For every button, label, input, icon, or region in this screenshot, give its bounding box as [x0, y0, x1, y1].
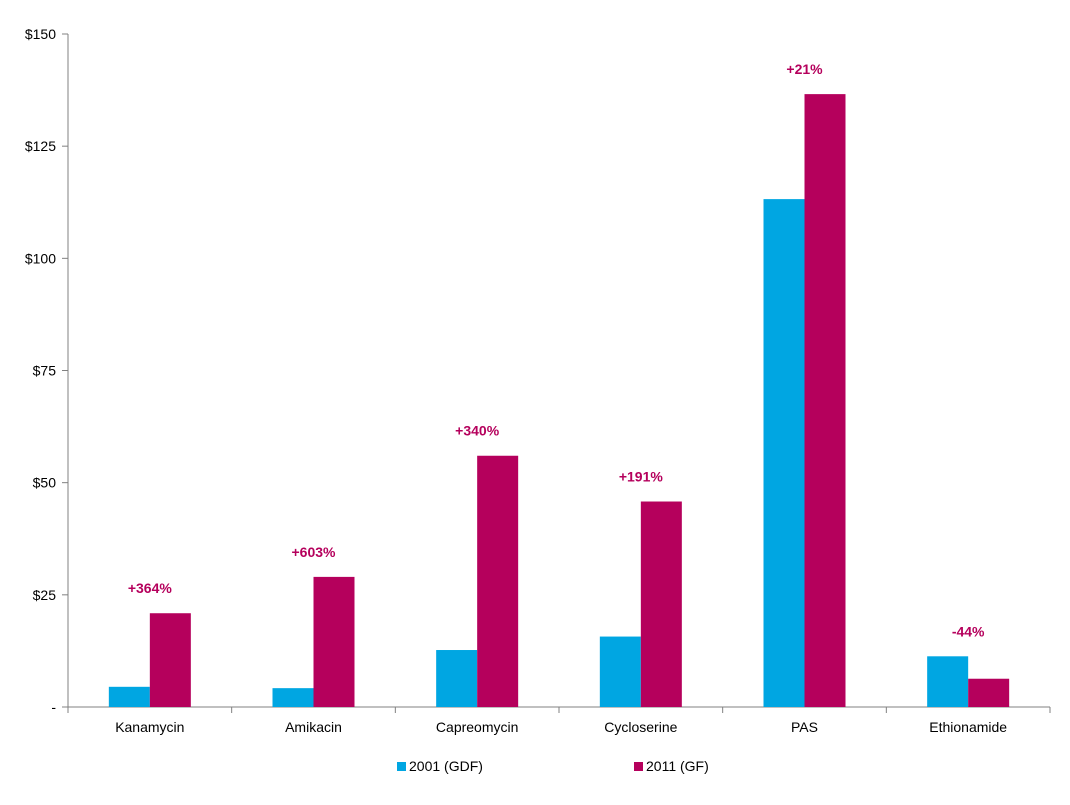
category-label: Kanamycin: [115, 719, 184, 735]
bar-2011-cycloserine: [640, 501, 682, 707]
category-label: Ethionamide: [929, 719, 1007, 735]
bar-2011-kanamycin: [149, 613, 191, 707]
labels: Kanamycin +364% Amikacin +603% Capreomycin +3…: [115, 61, 1007, 735]
bar-2001-pas: [763, 199, 805, 708]
bar-2001-ethionamide: [927, 656, 969, 707]
bar-2011-amikacin: [313, 576, 355, 707]
bar-2001-kanamycin: [108, 686, 150, 707]
category-label: Amikacin: [285, 719, 342, 735]
bar-2001-amikacin: [272, 688, 314, 707]
y-tick-label: $50: [33, 475, 57, 491]
y-tick-label: $25: [33, 587, 57, 603]
change-annotation: +603%: [292, 544, 337, 560]
bar-2001-capreomycin: [436, 650, 478, 707]
change-annotation: -44%: [952, 623, 985, 639]
change-annotation: +191%: [619, 469, 664, 485]
bar-2011-capreomycin: [477, 455, 519, 707]
legend-label: 2001 (GDF): [409, 758, 483, 774]
y-tick-label: $100: [25, 250, 56, 266]
y-tick-label: $125: [25, 138, 56, 154]
change-annotation: +340%: [455, 423, 500, 439]
bars: [108, 94, 1010, 708]
category-label: Capreomycin: [436, 719, 518, 735]
y-tick-label: -: [51, 699, 56, 715]
category-label: PAS: [791, 719, 818, 735]
legend: 2001 (GDF) 2011 (GF): [397, 758, 709, 774]
change-annotation: +364%: [128, 580, 173, 596]
bar-2001-cycloserine: [599, 636, 641, 707]
change-annotation: +21%: [786, 61, 823, 77]
legend-swatch-2011: [634, 762, 643, 771]
category-label: Cycloserine: [604, 719, 677, 735]
legend-label: 2011 (GF): [646, 758, 709, 774]
legend-swatch-2001: [397, 762, 406, 771]
bar-2011-ethionamide: [968, 678, 1010, 707]
axes: - $25 $50 $75 $100 $125 $150: [25, 26, 1051, 715]
y-tick-label: $150: [25, 26, 56, 42]
y-tick-label: $75: [33, 363, 57, 379]
bar-2011-pas: [804, 94, 846, 707]
